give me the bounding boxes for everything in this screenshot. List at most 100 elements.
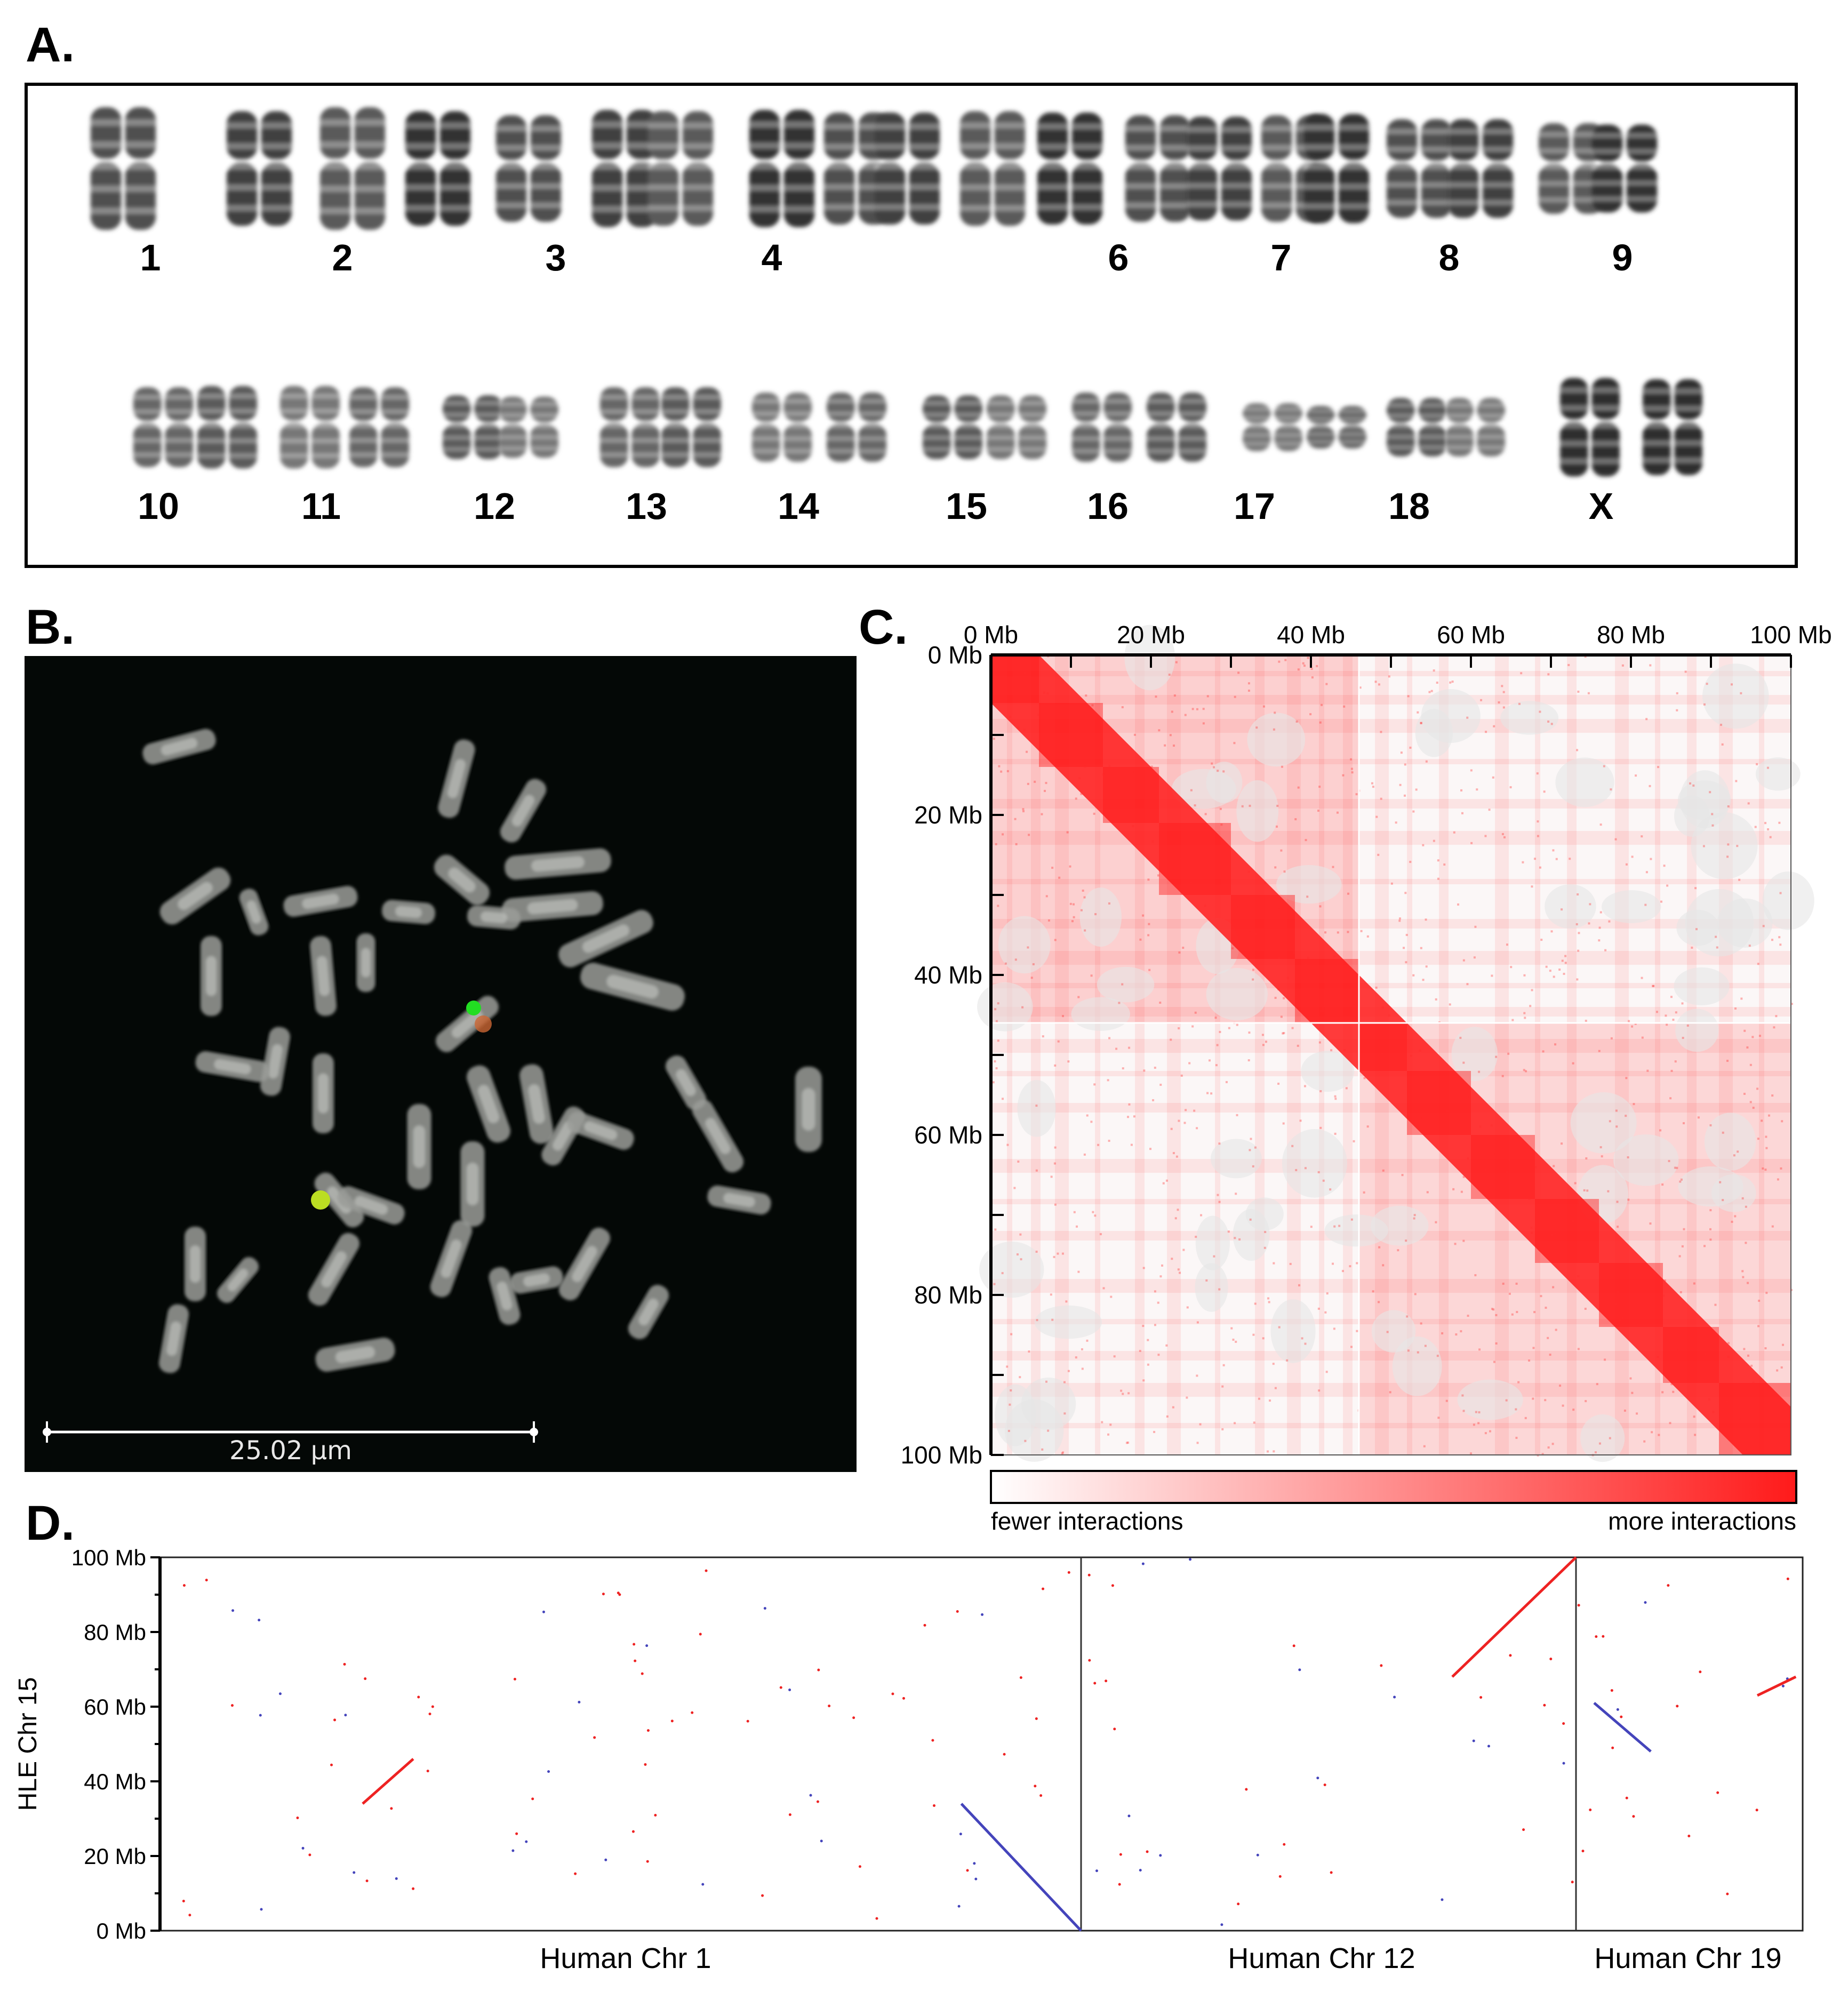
metaphase-chromosome [438, 739, 475, 818]
dotplot-noise-point [809, 1794, 812, 1797]
chromosome [1242, 403, 1303, 451]
hic-x-tick-label: 0 Mb [964, 621, 1018, 649]
metaphase-chromosome [558, 910, 653, 967]
dotplot-noise-point [981, 1613, 984, 1616]
metaphase-chromosome [158, 1304, 189, 1373]
hic-y-tick-label: 20 Mb [914, 801, 982, 829]
dotplot-noise-point [344, 1714, 347, 1717]
metaphase-chromosome [466, 1065, 511, 1143]
dotplot-y-tick-label: 0 Mb [97, 1918, 146, 1943]
dotplot-noise-point [1139, 1869, 1142, 1872]
fish-signal-green [466, 1001, 481, 1015]
dotplot-noise-point [296, 1816, 299, 1819]
chromosome-label: 16 [1087, 485, 1129, 527]
dotplot-noise-point [633, 1643, 636, 1646]
dotplot-noise-point [1716, 1791, 1719, 1794]
dotplot-noise-point [974, 1877, 978, 1881]
chromosome-label: 8 [1438, 237, 1460, 278]
chromosome [1445, 398, 1506, 457]
dotplot-noise-point [1127, 1814, 1131, 1818]
dotplot-noise-point [1562, 1762, 1565, 1765]
chromosome [405, 111, 471, 226]
chromosome [874, 113, 940, 225]
dotplot-noise-point [1298, 1668, 1301, 1671]
dotplot-noise-point [511, 1849, 515, 1852]
dotplot-noise-point [1118, 1883, 1121, 1886]
metaphase-chromosome [356, 933, 375, 992]
dotplot-noise-point [1549, 1658, 1553, 1661]
chromosome [647, 111, 714, 226]
dotplot-noise-point [1119, 1853, 1122, 1856]
dotplot-noise-point [230, 1704, 234, 1707]
dotplot-noise-point [431, 1705, 434, 1708]
metaphase-chromosome [239, 889, 269, 935]
dotplot-noise-point [604, 1858, 607, 1861]
chromosome [599, 387, 660, 467]
dotplot-noise-point [428, 1713, 431, 1716]
dotplot-noise-point [617, 1591, 620, 1595]
dotplot-noise-point [1189, 1558, 1192, 1561]
chromosome [1146, 393, 1207, 462]
dotplot-noise-point [525, 1840, 528, 1843]
synteny-segment [1451, 1556, 1577, 1678]
colorbar-low-label: fewer interactions [991, 1507, 1183, 1535]
dotplot-noise-point [645, 1644, 649, 1647]
hic-y-tick-label: 0 Mb [928, 641, 982, 669]
dotplot-noise-point [1472, 1739, 1475, 1742]
dotplot-noise-point [1543, 1703, 1546, 1707]
hic-panel: 0 Mb 20 Mb 40 Mb 60 Mb 80 Mb 100 Mb 0 Mb 20 Mb 4… [853, 608, 1845, 1547]
chromosome [1591, 124, 1658, 213]
synteny-dotplot: 0 Mb 20 Mb 40 Mb 60 Mb 80 Mb 100 Mb HLE Chr 15… [14, 1545, 1804, 1974]
dotplot-noise-point [182, 1899, 185, 1902]
metaphase-chromosome [313, 1053, 334, 1133]
dotplot-y-tick-label: 100 Mb [71, 1545, 146, 1570]
dotplot-noise-point [278, 1692, 282, 1695]
dotplot-noise-point [746, 1719, 749, 1723]
scale-bar-label: 25.02 μm [229, 1436, 352, 1466]
hic-axes: 0 Mb 20 Mb 40 Mb 60 Mb 80 Mb 100 Mb 0 Mb 20 Mb 4… [901, 621, 1832, 1469]
dotplot-noise-point [634, 1659, 637, 1662]
dotplot-noise-point [902, 1697, 905, 1700]
chromosome [661, 387, 722, 467]
dotplot-noise-point [1283, 1843, 1286, 1846]
metaphase-chromosome [159, 867, 231, 925]
chromosome [498, 396, 559, 458]
dotplot-noise-point [646, 1860, 649, 1863]
metaphase-image: 25.02 μm [25, 656, 857, 1472]
dotplot-noise-point [412, 1887, 415, 1890]
chromosome-label: X [1588, 485, 1614, 527]
colorbar-high-label: more interactions [1608, 1507, 1796, 1535]
metaphase-chromosome [430, 1220, 473, 1298]
dotplot-noise-point [1245, 1788, 1248, 1791]
dotplot-noise-point [957, 1905, 961, 1908]
dotplot-noise-point [188, 1914, 191, 1917]
metaphase-chromosome [217, 1257, 259, 1303]
synteny-segment [1593, 1702, 1652, 1753]
karyotype-chromosomes [90, 107, 1703, 477]
dotplot-y-tick-label: 60 Mb [84, 1694, 146, 1719]
metaphase-chromosome [195, 1051, 270, 1082]
chromosome-label: 7 [1270, 237, 1292, 278]
fish-signal-yellow [311, 1190, 330, 1210]
dotplot-noise-point [1589, 1808, 1592, 1811]
metaphase-chromosome [260, 1027, 291, 1096]
chromosome [922, 395, 983, 459]
dotplot-noise-point [966, 1869, 969, 1872]
dotplot-noise-point [390, 1807, 393, 1810]
metaphase-chromosome [707, 1185, 771, 1215]
dotplot-noise-point [701, 1883, 705, 1886]
dotplot-noise-point [531, 1797, 534, 1801]
dotplot-noise-point [1105, 1679, 1108, 1683]
dotplot-noise-point [1595, 1635, 1598, 1638]
metaphase-chromosome [310, 936, 337, 1016]
dotplot-noise-point [1087, 1573, 1091, 1577]
metaphase-chromosome [510, 1266, 563, 1294]
dotplot-noise-point [1237, 1902, 1240, 1906]
dotplot-noise-point [788, 1813, 791, 1817]
dotplot-noise-point [1487, 1745, 1490, 1748]
hic-x-tick-label: 100 Mb [1750, 621, 1831, 649]
hic-x-tick-label: 80 Mb [1597, 621, 1665, 649]
scale-bar [43, 1421, 538, 1443]
dotplot-noise-point [542, 1610, 545, 1613]
metaphase-chromosome [795, 1067, 822, 1152]
